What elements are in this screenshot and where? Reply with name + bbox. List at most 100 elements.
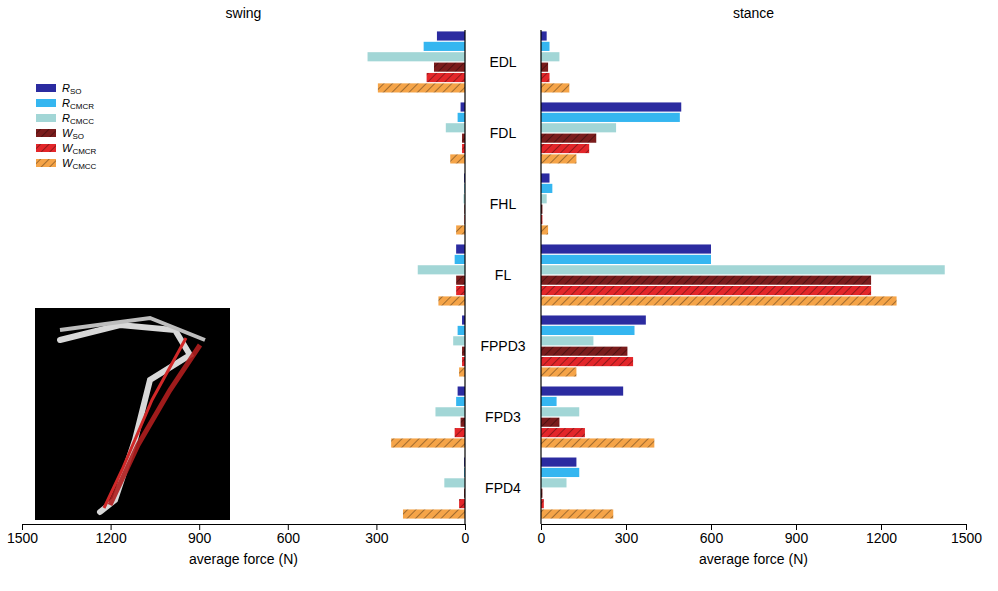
axis-line <box>542 524 967 525</box>
legend-label: RSO <box>62 82 82 96</box>
tick: 0 <box>538 524 546 546</box>
legend-swatch <box>36 114 56 122</box>
bar <box>438 296 465 305</box>
bar <box>455 428 465 437</box>
legend-entry: RCMCC <box>36 112 94 126</box>
bar <box>541 276 871 285</box>
inset-background <box>35 308 230 520</box>
bar <box>541 418 559 427</box>
inset-bone <box>60 318 205 340</box>
bar <box>456 225 465 234</box>
legend-label: RCMCR <box>62 97 94 111</box>
bar <box>541 102 681 111</box>
bar <box>458 386 465 395</box>
category-label: FL <box>495 267 512 283</box>
bar <box>541 468 579 477</box>
legend-entry: RSO <box>36 82 82 96</box>
tick-label: 1200 <box>866 530 897 546</box>
bar <box>541 286 871 295</box>
bar <box>541 134 596 143</box>
chart: 150012009006003000average force (N)swing… <box>0 0 998 591</box>
bar <box>541 244 711 253</box>
bar <box>434 63 465 72</box>
legend-label: RCMCC <box>62 112 94 126</box>
bar <box>541 336 593 345</box>
bar <box>456 397 465 406</box>
legend-swatch <box>36 159 56 167</box>
legend-swatch <box>36 99 56 107</box>
bar <box>368 52 465 61</box>
bar <box>378 83 465 92</box>
tick-label: 1500 <box>951 530 982 546</box>
bar <box>541 63 548 72</box>
legend-entry: WCMCC <box>36 157 97 171</box>
category-label: FPD3 <box>485 409 521 425</box>
bar <box>541 428 585 437</box>
panel-title: swing <box>226 5 262 21</box>
tick: 0 <box>462 524 470 546</box>
bar <box>541 296 897 305</box>
category-label: FPD4 <box>485 480 521 496</box>
bar <box>541 144 589 153</box>
x-axis: 0 300 600 900 1200 1500 <box>538 524 983 546</box>
bar <box>459 367 465 376</box>
bar <box>541 438 654 447</box>
category-label: FDL <box>490 125 517 141</box>
tick-label: 300 <box>615 530 639 546</box>
bar <box>541 113 680 122</box>
bar <box>435 407 465 416</box>
legend-label: WCMCC <box>62 157 97 171</box>
bar <box>424 42 465 51</box>
bar <box>418 265 465 274</box>
panel-title: stance <box>733 5 774 21</box>
bar <box>541 225 548 234</box>
bar <box>541 173 550 182</box>
bar <box>541 315 646 324</box>
x-axis: 150012009006003000 <box>7 524 470 546</box>
bar <box>403 509 465 518</box>
tick: 300 <box>365 524 389 546</box>
tick-label: 900 <box>785 530 809 546</box>
bar <box>541 509 613 518</box>
tick: 1200 <box>96 524 127 546</box>
bar <box>456 276 465 285</box>
bar <box>541 458 576 467</box>
inset-image <box>35 308 230 520</box>
tick-label: 600 <box>277 530 301 546</box>
bar <box>541 154 576 163</box>
bar <box>461 418 465 427</box>
bar <box>459 499 465 508</box>
tick: 300 <box>615 524 639 546</box>
zero-axis-line <box>464 30 465 524</box>
bar <box>446 123 465 132</box>
bar <box>541 123 616 132</box>
inset-bone <box>60 325 190 512</box>
bar <box>541 52 559 61</box>
tick-label: 600 <box>700 530 724 546</box>
legend: RSORCMCRRCMCCWSOWCMCRWCMCC <box>36 82 97 171</box>
bar <box>458 326 465 335</box>
bar <box>455 255 465 264</box>
legend-swatch <box>36 84 56 92</box>
bar <box>456 244 465 253</box>
legend-entry: WSO <box>36 127 84 141</box>
axis-line <box>23 524 466 525</box>
bar <box>541 73 550 82</box>
bar <box>541 83 569 92</box>
bar <box>541 31 547 40</box>
tick: 1500 <box>951 524 982 546</box>
bar <box>541 357 633 366</box>
bar <box>453 336 465 345</box>
bar <box>541 386 623 395</box>
bar <box>541 326 635 335</box>
tick: 900 <box>188 524 212 546</box>
category-label: EDL <box>489 54 516 70</box>
bar <box>541 265 945 274</box>
category-label: FHL <box>490 196 517 212</box>
legend-label: WSO <box>62 127 84 141</box>
bars <box>368 31 465 518</box>
legend-entry: WCMCR <box>36 142 97 156</box>
bar <box>456 286 465 295</box>
tick: 600 <box>277 524 301 546</box>
bar <box>541 255 711 264</box>
